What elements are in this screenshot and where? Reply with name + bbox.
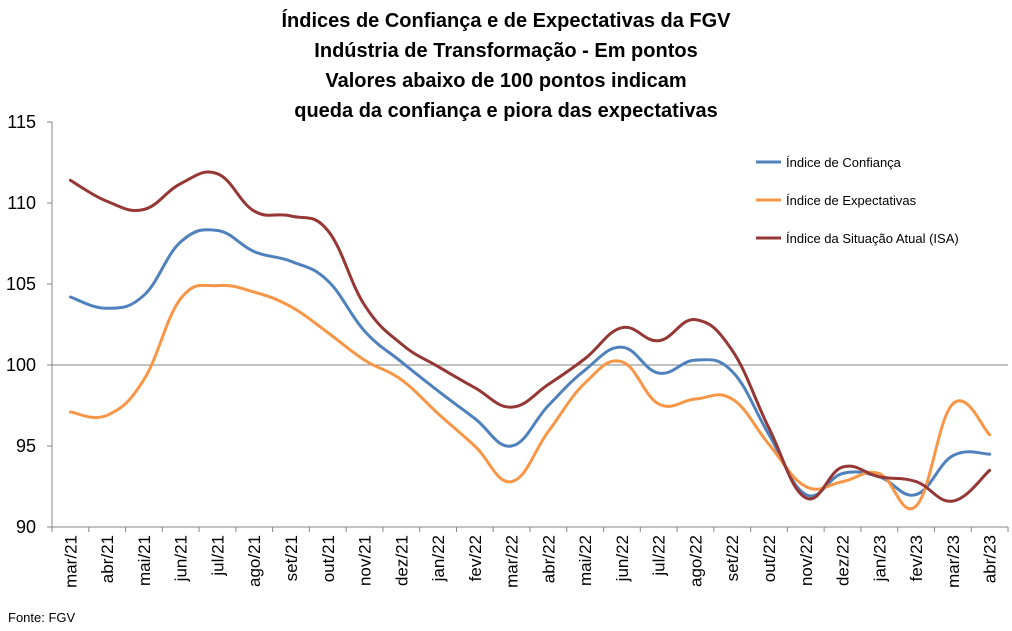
series-lines [68,170,992,511]
x-tick-label: jun/22 [613,535,632,582]
title-line: Indústria de Transformação - Em pontos [314,40,698,62]
x-tick-label: abr/21 [98,535,117,583]
x-tick-label: dez/21 [392,535,411,586]
x-tick-label: abr/23 [981,535,1000,583]
x-tick-label: set/21 [282,535,301,581]
legend-label-expectativas: Índice de Expectativas [786,193,917,208]
y-tick-label: 110 [7,193,36,213]
legend-label-confianca: Índice de Confiança [786,155,902,170]
x-tick-label: abr/22 [539,535,558,583]
x-tick-label: fev/22 [466,535,485,581]
x-tick-label: mar/23 [944,535,963,588]
y-tick-label: 95 [16,436,36,456]
y-tick-label: 90 [16,517,36,537]
x-tick-label: out/22 [760,535,779,582]
x-tick-label: mar/22 [503,535,522,588]
series-line-confianca [68,228,992,498]
x-tick-label: mar/21 [61,535,80,588]
x-tick-label: mai/21 [135,535,154,586]
x-tick-label: jan/22 [429,535,448,582]
y-tick-label: 105 [6,274,36,294]
legend: Índice de Confiança Índice de Expectativa… [756,155,959,246]
title-line: Valores abaixo de 100 pontos indicam [325,70,687,92]
title-line: Índices de Confiança e de Expectativas d… [281,10,731,32]
series-line-isa [68,170,992,503]
axes: 90 95 100 105 110 115 mar/21 abr/21 mai/21 jun/21… [6,112,1009,588]
source-note: Fonte: FGV [8,610,76,625]
x-tick-label: dez/22 [834,535,853,586]
x-tick-label: jul/22 [650,535,669,577]
legend-label-isa: Índice da Situação Atual (ISA) [786,231,959,246]
title-line: queda da confiança e piora das expectati… [294,100,718,122]
x-tick-label: mai/22 [576,535,595,586]
x-tick-label: nov/22 [797,535,816,586]
x-tick-label: set/22 [723,535,742,581]
series-line-expectativas [68,283,992,511]
y-tick-label: 115 [7,112,36,132]
x-tick-label: fev/23 [907,535,926,581]
y-tick-label: 100 [6,355,36,375]
x-tick-label: out/21 [319,535,338,582]
x-tick-label: nov/21 [356,535,375,586]
chart-title: Índices de Confiança e de Expectativas d… [0,6,1012,126]
x-tick-label: ago/22 [686,535,705,587]
x-tick-label: jul/21 [208,535,227,577]
x-tick-label: jan/23 [870,535,889,582]
x-tick-label: jun/21 [172,535,191,582]
x-tick-label: ago/21 [245,535,264,587]
